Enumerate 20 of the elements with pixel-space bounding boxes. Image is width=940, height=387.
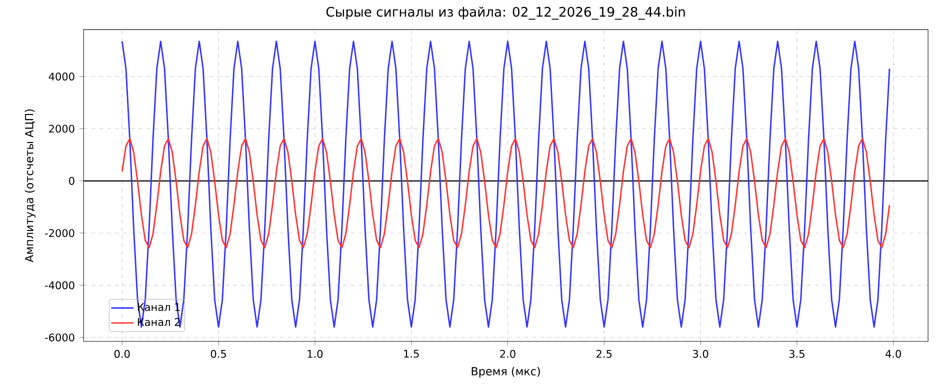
y-axis-title: Амплитуда (отсчеты АЦП) bbox=[24, 110, 36, 262]
x-tick-label: 4.0 bbox=[886, 350, 901, 358]
x-tick-label: 0.0 bbox=[114, 350, 130, 358]
x-tick-label: 2.5 bbox=[596, 350, 612, 358]
y-tick-label: 4000 bbox=[48, 72, 74, 81]
x-tick-label: 1.5 bbox=[404, 350, 419, 358]
chart-title: Сырые сигналы из файла: 02_12_2026_19_28_44.bin bbox=[326, 6, 685, 20]
x-tick-label: 2.0 bbox=[500, 350, 516, 358]
y-tick-label: -2000 bbox=[45, 229, 74, 238]
x-tick-label: 3.5 bbox=[789, 350, 804, 358]
x-axis-title: Время (мкс) bbox=[472, 366, 540, 378]
x-tick-label: 1.0 bbox=[308, 350, 323, 358]
y-tick-label: 0 bbox=[69, 177, 74, 185]
y-tick-label: 2000 bbox=[49, 124, 74, 133]
y-tick-label: -6000 bbox=[45, 334, 74, 342]
x-tick-label: 0.5 bbox=[210, 350, 226, 358]
line-series bbox=[121, 138, 890, 249]
line-series bbox=[121, 40, 890, 328]
y-tick-label: -4000 bbox=[45, 281, 74, 290]
x-tick-label: 3.0 bbox=[693, 350, 708, 358]
